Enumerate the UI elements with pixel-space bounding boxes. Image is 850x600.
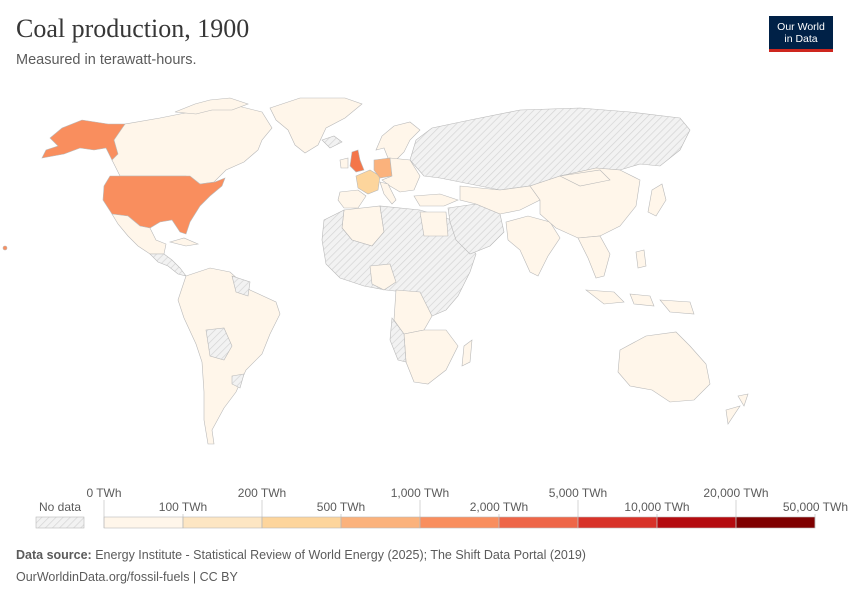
- legend-tick-label: 2,000 TWh: [470, 500, 528, 514]
- country-india[interactable]: [505, 215, 561, 277]
- legend-no-data-swatch[interactable]: [35, 516, 85, 529]
- chart-title: Coal production, 1900: [16, 14, 250, 43]
- country-france[interactable]: [355, 169, 381, 195]
- canada-arctic-islands[interactable]: [174, 97, 249, 115]
- country-cuba[interactable]: [168, 237, 200, 247]
- country-australia[interactable]: [617, 331, 711, 403]
- country-russia[interactable]: [409, 107, 691, 191]
- logo-line-2: in Data: [784, 33, 818, 45]
- eastern-europe[interactable]: [381, 157, 421, 193]
- hawaii[interactable]: [2, 245, 8, 251]
- world-map: [2, 97, 749, 445]
- data-source-label: Data source:: [16, 548, 92, 562]
- country-mongolia[interactable]: [559, 169, 611, 187]
- legend-bin[interactable]: [261, 516, 342, 529]
- legend-bin[interactable]: [656, 516, 737, 529]
- legend-tick-label: 5,000 TWh: [549, 486, 607, 500]
- southern-africa-no-data[interactable]: [389, 317, 407, 363]
- legend-tick-label: 200 TWh: [238, 486, 286, 500]
- country-germany[interactable]: [373, 157, 393, 179]
- legend-tick-label: 100 TWh: [159, 500, 207, 514]
- data-source-text: Energy Institute - Statistical Review of…: [95, 548, 586, 562]
- legend-tick-label: 20,000 TWh: [703, 486, 768, 500]
- country-canada[interactable]: [107, 103, 273, 185]
- country-italy[interactable]: [379, 181, 397, 205]
- legend-bin[interactable]: [340, 516, 421, 529]
- legend-bin[interactable]: [103, 516, 184, 529]
- country-japan[interactable]: [647, 183, 667, 217]
- country-south-africa[interactable]: [403, 329, 459, 385]
- legend-no-data-label: No data: [39, 500, 81, 514]
- legend-bin[interactable]: [577, 516, 658, 529]
- scandinavia[interactable]: [375, 121, 421, 161]
- logo-line-1: Our World: [777, 21, 825, 33]
- country-egypt[interactable]: [419, 211, 449, 237]
- country-iceland[interactable]: [321, 135, 343, 149]
- country-madagascar[interactable]: [461, 339, 473, 367]
- country-philippines[interactable]: [635, 249, 647, 269]
- map-legend: No data 0 TWh 200 TWh 1,000 TWh 5,000 TWh 20…: [35, 486, 848, 529]
- guianas[interactable]: [231, 275, 251, 297]
- country-uruguay[interactable]: [231, 373, 245, 389]
- country-turkey[interactable]: [413, 193, 459, 207]
- country-mexico[interactable]: [111, 213, 167, 255]
- country-nigeria[interactable]: [369, 263, 397, 291]
- continent-south-america[interactable]: [177, 267, 281, 445]
- country-new-zealand[interactable]: [725, 393, 749, 425]
- legend-tick-label: 1,000 TWh: [391, 486, 449, 500]
- legend-bin[interactable]: [182, 516, 263, 529]
- country-indonesia[interactable]: [585, 289, 695, 315]
- southeast-asia[interactable]: [577, 235, 611, 279]
- legend-labels: 0 TWh 200 TWh 1,000 TWh 5,000 TWh 20,000 TWh…: [86, 486, 848, 528]
- central-asia[interactable]: [459, 185, 541, 215]
- legend-tick-label: 500 TWh: [317, 500, 365, 514]
- country-united-kingdom[interactable]: [349, 149, 365, 173]
- country-bolivia[interactable]: [205, 327, 233, 361]
- legend-tick-label: 10,000 TWh: [624, 500, 689, 514]
- country-greenland[interactable]: [269, 97, 363, 154]
- legend-bins: [103, 516, 816, 529]
- country-alaska[interactable]: [41, 119, 126, 161]
- legend-bin[interactable]: [735, 516, 816, 529]
- legend-tick-label: 0 TWh: [86, 486, 121, 500]
- owid-logo[interactable]: Our World in Data: [769, 16, 833, 52]
- data-source: Data source: Energy Institute - Statisti…: [16, 548, 586, 562]
- central-america[interactable]: [149, 253, 187, 277]
- chart-subtitle: Measured in terawatt-hours.: [16, 52, 197, 68]
- iberia[interactable]: [337, 189, 367, 209]
- legend-bin[interactable]: [498, 516, 579, 529]
- legend-bin[interactable]: [419, 516, 500, 529]
- country-china[interactable]: [529, 167, 641, 239]
- legend-tick-label: 50,000 TWh: [783, 500, 848, 514]
- footer-link[interactable]: OurWorldinData.org/fossil-fuels | CC BY: [16, 570, 238, 584]
- country-ireland[interactable]: [339, 157, 349, 169]
